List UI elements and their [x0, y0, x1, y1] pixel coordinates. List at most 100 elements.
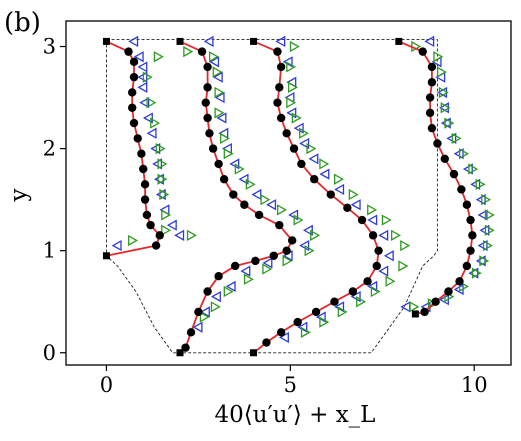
green-triangle-point [260, 194, 271, 206]
y-axis: 0 1 2 3 [43, 35, 66, 365]
green-triangle-point [223, 285, 234, 298]
blue-triangle-point [453, 148, 464, 160]
square-marker [395, 37, 403, 45]
blue-triangle-point [137, 71, 148, 83]
dot-point [124, 47, 133, 56]
blue-triangle-point [378, 265, 389, 277]
dot-point [433, 139, 442, 148]
dot-point [427, 123, 437, 133]
dot-point [374, 246, 383, 255]
square-marker [176, 37, 184, 45]
green-triangle-point [245, 178, 256, 190]
green-triangle-point [161, 209, 172, 221]
dot-point [203, 113, 212, 123]
dot-point [275, 220, 284, 230]
green-triangle-point [214, 107, 225, 119]
dot-point [462, 261, 472, 271]
green-triangle-point [333, 173, 344, 185]
green-triangle-point [348, 188, 359, 201]
blue-triangle-point [446, 132, 457, 145]
blue-triangle-point [137, 61, 148, 73]
green-triangle-point [276, 204, 287, 216]
green-triangle-point [319, 316, 330, 328]
dot-point [127, 103, 137, 112]
dot-point [282, 246, 291, 255]
green-triangle-point [433, 51, 444, 63]
green-triangle-point [214, 86, 225, 99]
dot-point [208, 144, 218, 153]
dot-point [240, 200, 249, 209]
dot-point [311, 307, 321, 317]
dot-point [203, 62, 212, 72]
green-triangle-point [400, 239, 411, 252]
green-triangle-point [306, 142, 317, 155]
dot-point [251, 256, 260, 266]
dot-point [276, 113, 286, 123]
green-triangle-point [367, 204, 378, 216]
blue-triangle-point [203, 35, 214, 48]
green-triangle-point [153, 51, 164, 63]
green-triangle-point [219, 132, 230, 145]
blue-triangle-point [210, 290, 221, 303]
blue-triangle-point [225, 280, 236, 293]
dot-point [326, 190, 335, 199]
blue-triangle-point [475, 194, 486, 206]
blue-triangle-point [400, 301, 411, 313]
x-tick-label: 10 [461, 373, 488, 397]
dot-point [273, 47, 282, 56]
square-marker [176, 349, 184, 357]
blue-triangle-point [462, 163, 473, 175]
blue-triangle-point [216, 112, 227, 124]
blue-triangle-point [288, 209, 299, 221]
dot-point [357, 215, 367, 225]
profile-2 [250, 35, 411, 357]
dot-point [468, 231, 477, 240]
green-triangle-point [299, 127, 310, 139]
blue-triangle-point [468, 267, 479, 279]
dot-point [219, 175, 229, 184]
green-triangle-point [444, 117, 455, 129]
blue-triangle-point [137, 81, 148, 93]
dot-point [466, 246, 475, 255]
y-axis-label: y [6, 189, 32, 203]
green-triangle-point [484, 209, 495, 221]
blue-triangle-point [192, 321, 203, 333]
dot-point [273, 98, 282, 107]
green-triangle-point [440, 102, 451, 114]
green-triangle-point [186, 229, 197, 241]
x-axis-label: 40⟨u′u′⟩ + x_L [215, 402, 376, 428]
dot-point [201, 98, 210, 107]
green-triangle-point [286, 97, 297, 109]
blue-triangle-point [133, 51, 144, 63]
blue-triangle-point [128, 35, 139, 48]
dot-point [431, 297, 440, 306]
dot-point [139, 164, 148, 174]
blue-triangle-point [475, 255, 486, 267]
blue-triangle-point [212, 71, 223, 83]
blue-triangle-point [350, 290, 361, 303]
green-triangle-point [208, 51, 219, 63]
blue-triangle-point [275, 35, 286, 48]
blue-triangle-point [293, 122, 304, 134]
blue-triangle-point [350, 199, 361, 211]
blue-triangle-point [214, 91, 225, 104]
green-triangle-point [286, 61, 297, 73]
dot-point [440, 154, 450, 164]
dot-point [293, 317, 302, 327]
green-triangle-point [157, 173, 168, 185]
green-triangle-point [481, 194, 492, 206]
green-triangle-point [391, 229, 401, 241]
dot-point [230, 261, 240, 271]
square-marker [250, 349, 258, 357]
dot-point [262, 338, 271, 347]
dot-point [229, 190, 238, 199]
dot-point [427, 62, 437, 72]
dot-point [194, 307, 203, 317]
green-triangle-point [150, 117, 161, 129]
dot-point [276, 62, 286, 72]
plot-frame [65, 20, 512, 366]
blue-triangle-point [199, 306, 210, 318]
boundary-outline [106, 39, 438, 354]
blue-triangle-point [477, 239, 488, 252]
